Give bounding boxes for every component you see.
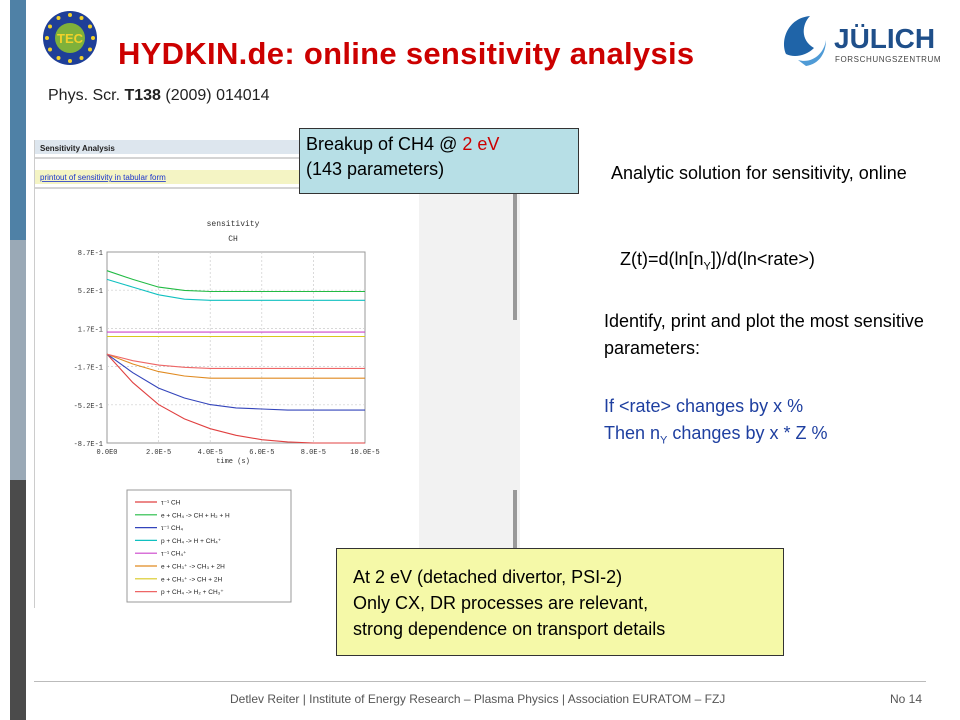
left-accent-bar-top — [10, 0, 26, 240]
y-tick-label: 5.2E-1 — [78, 288, 103, 296]
left-accent-bar-bottom — [10, 480, 26, 720]
breakup-callout-line2: (143 parameters) — [306, 159, 445, 179]
x-tick-label: 8.0E-5 — [301, 449, 326, 457]
analytic-solution-text: Analytic solution for sensitivity, onlin… — [611, 163, 907, 183]
note-line-1: At 2 eV (detached divertor, PSI-2) — [353, 567, 623, 587]
legend-label: p + CH₄ -> H₂ + CH₃⁺ — [161, 589, 224, 596]
juelich-logo-sub: FORSCHUNGSZENTRUM — [835, 55, 941, 64]
plot-legend: τ⁻¹ CH e + CH₄ -> CH + H₂ + H τ⁻¹ CH₄ p + C… — [135, 500, 230, 596]
x-tick-labels: 0.0E0 2.0E-5 4.0E-5 6.0E-5 8.0E-5 10.0E-5 — [96, 449, 379, 457]
plot-frame — [106, 251, 366, 444]
formula-subscript: Y — [703, 260, 711, 273]
legend-box — [126, 489, 292, 603]
then-part-b: changes by x * Z % — [667, 423, 828, 443]
slide-title: HYDKIN.de: online sensitivity analysis — [118, 36, 695, 71]
y-tick-label: -5.2E-1 — [74, 403, 103, 411]
citation-prefix: Phys. Scr. — [48, 87, 125, 104]
screenshot-link-bar — [35, 170, 335, 184]
citation-suffix: (2009) 014014 — [160, 87, 270, 104]
legend-label: τ⁻¹ CH₄⁺ — [161, 551, 187, 558]
page-number: No 14 — [890, 692, 923, 706]
screenshot-scrollbar-top[interactable] — [513, 180, 517, 320]
juelich-logo: JÜLICH FORSCHUNGSZENTRUM — [784, 16, 941, 66]
sensitivity-analysis-screenshot: Sensitivity Analysis printout of sensiti… — [34, 140, 520, 608]
tec-logo: TEC — [43, 11, 97, 65]
note-line-3: strong dependence on transport details — [353, 619, 666, 639]
series-line — [106, 270, 365, 293]
plot-subtitle: CH — [228, 235, 238, 244]
sensitivity-formula: Z(t)=d(ln[nY])/d(ln<rate>) — [620, 249, 815, 273]
then-part-a: Then n — [604, 423, 661, 443]
series-line — [106, 353, 365, 369]
breakup-prefix: Breakup of CH4 @ — [306, 134, 463, 154]
x-tick-label: 6.0E-5 — [249, 449, 274, 457]
series-line — [106, 353, 365, 379]
legend-label: p + CH₄ -> H + CH₄⁺ — [161, 538, 222, 545]
legend-label: e + CH₃⁺ -> CH + 2H — [161, 576, 222, 583]
screenshot-right-panel — [419, 140, 520, 608]
screenshot-header: Sensitivity Analysis — [40, 144, 115, 153]
citation: Phys. Scr. T138 (2009) 014014 — [48, 87, 269, 105]
x-tick-label: 2.0E-5 — [146, 449, 171, 457]
legend-label: τ⁻¹ CH₄ — [161, 525, 183, 532]
note-line-2: Only CX, DR processes are relevant, — [353, 593, 649, 613]
legend-label: e + CH₃⁺ -> CH₃ + 2H — [161, 564, 225, 571]
legend-label: τ⁻¹ CH — [161, 500, 181, 507]
breakup-energy: 2 eV — [462, 134, 500, 154]
identify-text: Identify, print and plot the most sensit… — [604, 311, 924, 358]
y-tick-label: 8.7E-1 — [78, 250, 103, 258]
breakup-callout: Breakup of CH4 @ 2 eV (143 parameters) — [299, 128, 579, 194]
breakup-callout-line1: Breakup of CH4 @ 2 eV — [306, 132, 572, 157]
y-tick-label: 1.7E-1 — [78, 326, 103, 334]
formula-part-b: ])/d(ln<rate>) — [710, 249, 815, 269]
tabular-printout-link[interactable]: printout of sensitivity in tabular form — [40, 173, 166, 182]
plot-series — [106, 270, 365, 444]
x-tick-label: 0.0E0 — [96, 449, 117, 457]
x-axis-label: time (s) — [216, 458, 250, 466]
footer-text: Detlev Reiter | Institute of Energy Rese… — [230, 692, 726, 706]
y-tick-label: -1.7E-1 — [74, 365, 103, 373]
if-line: If <rate> changes by x % — [604, 396, 804, 416]
series-line — [106, 353, 365, 411]
citation-volume: T138 — [124, 87, 161, 104]
plot-area: 8.7E-15.2E-11.7E-1-1.7E-1-5.2E-1-8.7E-1 … — [74, 250, 380, 457]
screenshot-scrollbar-bottom[interactable] — [513, 490, 517, 560]
y-tick-labels: 8.7E-1 5.2E-1 1.7E-1 -1.7E-1 -5.2E-1 -8.7E-1 — [74, 250, 103, 449]
x-tick-label: 4.0E-5 — [198, 449, 223, 457]
if-then-text: If <rate> changes by x % Then nY changes… — [604, 393, 944, 455]
left-accent-bar-middle — [10, 240, 26, 480]
juelich-logo-name: JÜLICH — [834, 23, 935, 54]
formula-part-a: Z(t)=d(ln[n — [620, 249, 704, 269]
then-line: Then nY changes by x * Z % — [604, 420, 944, 455]
series-line — [106, 278, 365, 301]
legend-label: e + CH₄ -> CH + H₂ + H — [161, 512, 230, 519]
x-tick-label: 10.0E-5 — [350, 449, 379, 457]
series-line — [106, 353, 365, 444]
conclusion-note: At 2 eV (detached divertor, PSI-2) Only … — [336, 548, 784, 656]
plot-grid — [107, 252, 365, 443]
plot-title: sensitivity — [207, 220, 260, 229]
tec-logo-text: TEC — [57, 31, 84, 46]
then-subscript: Y — [660, 434, 668, 447]
footer-divider — [34, 681, 926, 682]
y-tick-label: -8.7E-1 — [74, 441, 103, 449]
